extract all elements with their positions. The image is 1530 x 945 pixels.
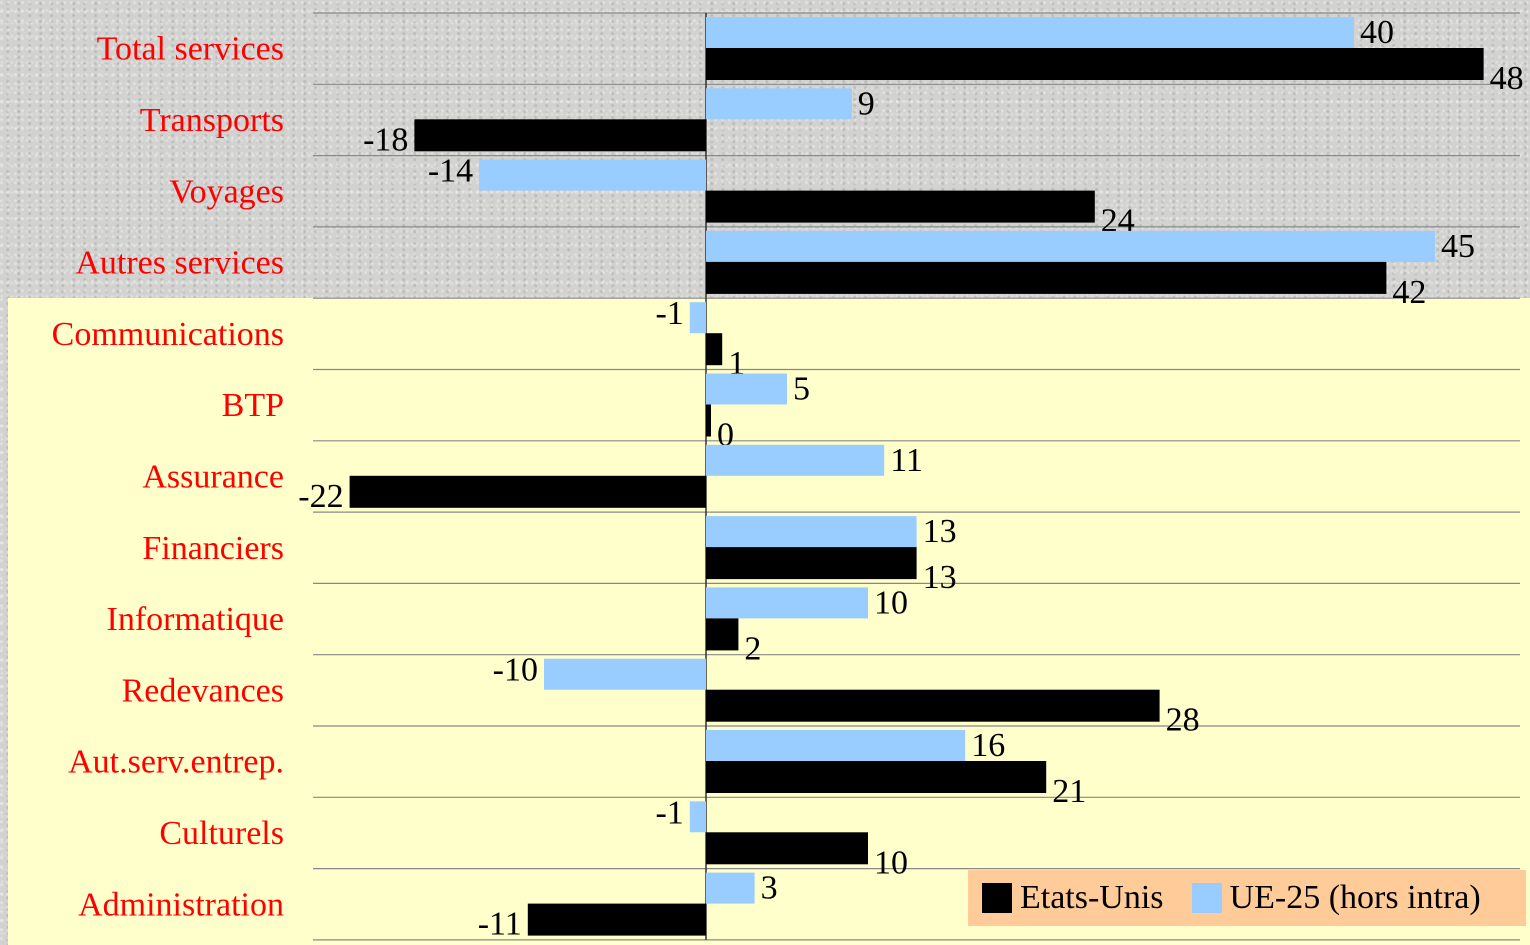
value-label-ue25-total-services: 40 (1360, 14, 1394, 51)
legend-label-ue25: UE-25 (hors intra) (1229, 879, 1481, 916)
value-label-etats-unis-transports: -18 (363, 121, 408, 158)
value-label-ue25-redevances: -10 (493, 652, 538, 689)
value-label-etats-unis-administration: -11 (478, 906, 522, 943)
value-label-ue25-communications: -1 (655, 295, 683, 332)
bar-ue25-total-services (706, 17, 1354, 48)
category-label-administration: Administration (78, 886, 284, 923)
value-label-ue25-transports: 9 (858, 85, 875, 122)
value-label-etats-unis-aut-serv-entrep: 21 (1052, 773, 1086, 810)
category-label-transports: Transports (140, 102, 284, 139)
value-label-ue25-financiers: 13 (923, 513, 957, 550)
legend-swatch-etats-unis (982, 883, 1012, 913)
bar-ue25-transports (706, 88, 852, 120)
bar-etats-unis-btp (706, 404, 711, 437)
category-label-voyages: Voyages (169, 173, 284, 210)
value-label-ue25-culturels: -1 (655, 794, 683, 831)
value-label-etats-unis-autres-services: 42 (1392, 274, 1426, 311)
value-label-etats-unis-btp: 0 (717, 417, 734, 454)
bar-etats-unis-total-services (706, 48, 1484, 80)
category-label-assurance: Assurance (142, 458, 284, 495)
bar-ue25-administration (706, 872, 755, 904)
bar-ue25-aut-serv-entrep (706, 730, 966, 761)
bar-etats-unis-assurance (349, 475, 706, 508)
bar-ue25-informatique (706, 587, 868, 619)
bar-ue25-assurance (706, 444, 885, 476)
bar-etats-unis-administration (527, 903, 706, 936)
legend: Etats-Unis UE-25 (hors intra) (968, 870, 1526, 926)
value-label-ue25-aut-serv-entrep: 16 (971, 727, 1005, 764)
bar-etats-unis-communications (706, 333, 723, 366)
bar-ue25-financiers (706, 516, 917, 548)
value-label-etats-unis-redevances: 28 (1166, 702, 1200, 739)
category-label-financiers: Financiers (142, 530, 284, 567)
value-label-etats-unis-culturels: 10 (874, 844, 908, 881)
category-label-informatique: Informatique (107, 601, 285, 638)
bar-ue25-culturels (689, 801, 706, 833)
category-label-btp: BTP (222, 387, 284, 424)
bar-etats-unis-financiers (706, 547, 917, 580)
bar-ue25-voyages (479, 159, 706, 191)
value-label-etats-unis-total-services: 48 (1490, 60, 1524, 97)
legend-item-ue25: UE-25 (hors intra) (1191, 879, 1481, 917)
value-label-etats-unis-communications: 1 (728, 345, 745, 382)
bar-etats-unis-informatique (706, 618, 739, 651)
value-label-etats-unis-financiers: 13 (923, 559, 957, 596)
bar-etats-unis-aut-serv-entrep (706, 761, 1047, 793)
bar-etats-unis-redevances (706, 689, 1160, 722)
bar-etats-unis-voyages (706, 190, 1095, 223)
legend-item-etats-unis: Etats-Unis (982, 879, 1164, 917)
bar-etats-unis-autres-services (706, 261, 1387, 294)
value-label-ue25-btp: 5 (793, 371, 810, 408)
bar-ue25-btp (706, 373, 787, 405)
bar-etats-unis-culturels (706, 832, 868, 865)
category-label-aut-serv-entrep: Aut.serv.entrep. (68, 744, 284, 781)
value-label-ue25-voyages: -14 (428, 153, 473, 190)
bar-ue25-autres-services (706, 230, 1435, 262)
category-label-culturels: Culturels (159, 815, 284, 852)
value-label-ue25-autres-services: 45 (1441, 228, 1475, 265)
value-label-etats-unis-informatique: 2 (744, 630, 761, 667)
bar-ue25-redevances (544, 658, 706, 690)
bar-ue25-communications (689, 302, 706, 334)
bar-etats-unis-transports (414, 119, 706, 152)
category-label-communications: Communications (52, 316, 284, 353)
category-label-total-services: Total services (97, 31, 284, 68)
value-label-ue25-assurance: 11 (890, 442, 923, 479)
category-label-autres-services: Autres services (75, 245, 284, 282)
category-label-redevances: Redevances (122, 672, 284, 709)
value-label-etats-unis-assurance: -22 (298, 478, 343, 515)
legend-label-etats-unis: Etats-Unis (1020, 879, 1164, 916)
legend-swatch-ue25 (1191, 883, 1222, 913)
value-label-ue25-administration: 3 (761, 870, 778, 907)
value-label-ue25-informatique: 10 (874, 584, 908, 621)
